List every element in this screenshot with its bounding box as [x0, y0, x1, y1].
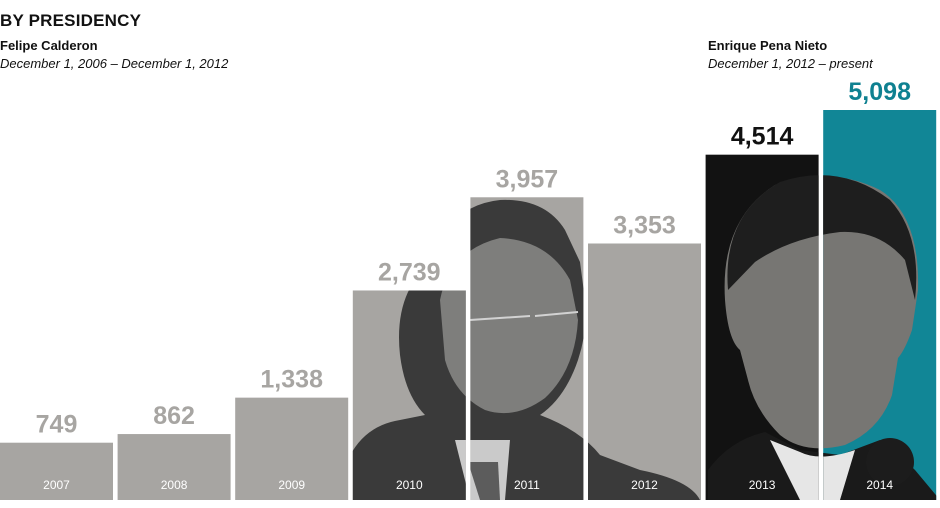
chart-title: BY PRESIDENCY — [0, 11, 142, 30]
year-label-2010: 2010 — [396, 478, 423, 492]
year-label-2013: 2013 — [749, 478, 776, 492]
year-label-2009: 2009 — [278, 478, 305, 492]
value-labels-group: 749 862 1,338 2,739 3,957 3,353 4,514 5,098 — [36, 78, 911, 439]
value-label-2012: 3,353 — [613, 211, 676, 239]
value-label-2008: 862 — [153, 402, 195, 430]
value-label-2010: 2,739 — [378, 258, 441, 286]
value-label-2007: 749 — [36, 411, 78, 439]
year-label-2008: 2008 — [161, 478, 188, 492]
bar-2008 — [117, 434, 231, 500]
value-label-2014: 5,098 — [848, 78, 911, 106]
bar-2009 — [235, 397, 349, 500]
year-labels-group: 2007 2008 2009 2010 2011 2012 2013 2014 — [43, 478, 893, 492]
value-label-2013: 4,514 — [731, 123, 794, 151]
year-label-2011: 2011 — [514, 478, 540, 492]
president-term-pena-nieto: December 1, 2012 – present — [708, 56, 873, 71]
bar-2012 — [588, 243, 701, 500]
president-name-calderon: Felipe Calderon — [0, 38, 98, 53]
value-label-2011: 3,957 — [496, 165, 559, 193]
president-name-pena-nieto: Enrique Pena Nieto — [708, 38, 828, 53]
year-label-2012: 2012 — [631, 478, 658, 492]
year-label-2007: 2007 — [43, 478, 70, 492]
year-label-2014: 2014 — [866, 478, 893, 492]
value-label-2009: 1,338 — [260, 366, 323, 394]
bar-2007 — [0, 442, 113, 500]
president-term-calderon: December 1, 2006 – December 1, 2012 — [0, 56, 229, 71]
